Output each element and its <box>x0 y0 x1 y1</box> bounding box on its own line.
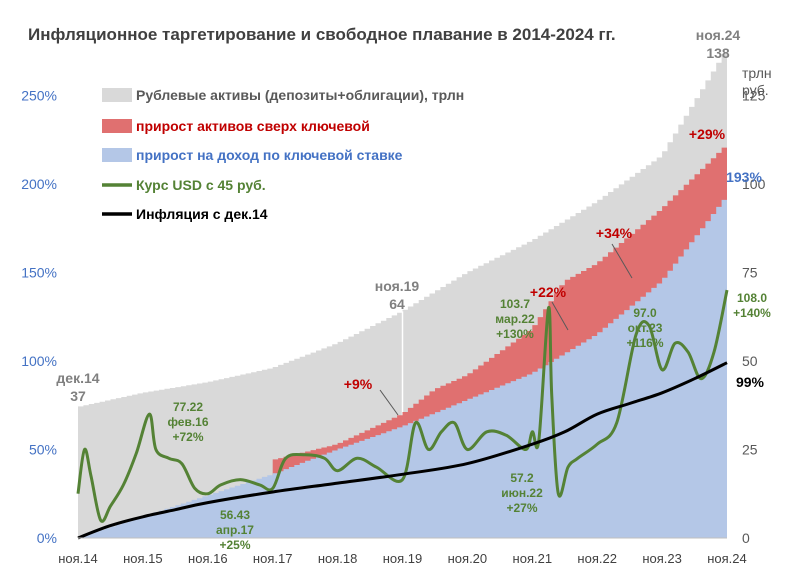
annotation-usd-mar22: 103.7 <box>500 297 530 311</box>
legend-entry: прирост на доход по ключевой ставке <box>136 147 403 163</box>
annotation-usd-mar22: +130% <box>496 327 534 341</box>
annotation-pct-9: +9% <box>344 376 373 392</box>
annotation-usd-end: +140% <box>733 306 771 320</box>
usd-rate-line <box>76 289 729 523</box>
annotation-usd-end: 108.0 <box>737 291 767 305</box>
area-layer <box>78 53 727 539</box>
annotation-start-label: дек.14 <box>56 370 99 386</box>
annotation-usd-feb16: +72% <box>172 430 203 444</box>
x-tick-label: ноя.19 <box>383 551 423 566</box>
leader-line <box>551 301 569 331</box>
x-tick-label: ноя.21 <box>513 551 553 566</box>
y-right-unit-label: трлн <box>742 65 772 81</box>
legend-entry: Инфляция с дек.14 <box>136 206 268 222</box>
annotation-usd-feb16: фев.16 <box>167 415 208 429</box>
legend-swatch <box>102 119 132 133</box>
annotation-usd-apr17: апр.17 <box>216 523 254 537</box>
x-tick-label: ноя.22 <box>577 551 617 566</box>
annotation-usd-jun22: +27% <box>506 501 537 515</box>
legend: Рублевые активы (депозиты+облигации), тр… <box>102 87 464 222</box>
y-left-tick-label: 200% <box>21 176 57 192</box>
annotation-usd-apr17: 56.43 <box>220 508 250 522</box>
y-right-tick-label: 25 <box>742 441 758 457</box>
y-right-tick-label: 0 <box>742 530 750 546</box>
annotation-usd-oct23: +116% <box>626 336 663 350</box>
y-left-tick-label: 100% <box>21 353 57 369</box>
x-tick-label: ноя.24 <box>707 551 747 566</box>
annotation-usd-jun22: июн.22 <box>501 486 543 500</box>
x-tick-label: ноя.17 <box>253 551 293 566</box>
line-layer <box>76 289 729 540</box>
annotation-pct-34: +34% <box>596 225 633 241</box>
annotation-pct-99: 99% <box>736 374 765 390</box>
x-tick-label: ноя.16 <box>188 551 228 566</box>
annotation-usd-oct23: 97.0 <box>633 306 657 320</box>
y-left-tick-label: 50% <box>29 441 57 457</box>
legend-entry: прирост активов сверх ключевой <box>136 118 370 134</box>
leader-line <box>379 389 399 416</box>
annotation-usd-apr17: +25% <box>219 538 250 552</box>
annotation-usd-mar22: мар.22 <box>495 312 535 326</box>
leader-line <box>611 243 633 279</box>
axis-layer: 0% 50% 100% 150% 200% 250% 0 25 50 75 100 125 трлнру… <box>21 65 771 566</box>
annotations: дек.14 37 ноя.19 64 ноя.24 138 +9% +22% +34% +29%… <box>56 27 771 552</box>
annotation-usd-feb16: 77.22 <box>173 400 203 414</box>
legend-swatch <box>102 88 132 102</box>
y-right-tick-label: 75 <box>742 264 758 280</box>
y-left-tick-label: 250% <box>21 87 57 103</box>
y-right-unit-label: руб. <box>742 82 769 98</box>
annotation-usd-oct23: окт.23 <box>628 321 663 335</box>
y-left-tick-label: 0% <box>37 530 57 546</box>
x-tick-label: ноя.15 <box>123 551 163 566</box>
legend-swatch <box>102 148 132 162</box>
annotation-mid-label: ноя.19 <box>375 278 420 294</box>
y-left-tick-label: 150% <box>21 264 57 280</box>
annotation-start-label: 37 <box>70 388 86 404</box>
annotation-pct-29: +29% <box>689 126 726 142</box>
x-tick-label: ноя.20 <box>448 551 488 566</box>
y-right-tick-label: 100 <box>742 176 766 192</box>
annotation-end-label: ноя.24 <box>696 27 741 43</box>
y-right-tick-label: 50 <box>742 353 758 369</box>
y-right-tick-label: 125 <box>742 87 766 103</box>
annotation-mid-label: 64 <box>389 296 405 312</box>
x-tick-label: ноя.23 <box>642 551 682 566</box>
annotation-pct-22: +22% <box>530 284 567 300</box>
annotation-end-label: 138 <box>706 45 730 61</box>
annotation-pct-193: 193% <box>726 169 762 185</box>
x-tick-label: ноя.14 <box>58 551 98 566</box>
chart-title: Инфляционное таргетирование и свободное … <box>28 25 616 44</box>
key-rate-income-area <box>78 199 727 538</box>
legend-entry: Рублевые активы (депозиты+облигации), тр… <box>136 87 464 103</box>
legend-entry: Курс USD с 45 руб. <box>136 177 266 193</box>
inflation-line <box>77 361 728 540</box>
x-tick-label: ноя.18 <box>318 551 358 566</box>
annotation-usd-jun22: 57.2 <box>510 471 534 485</box>
